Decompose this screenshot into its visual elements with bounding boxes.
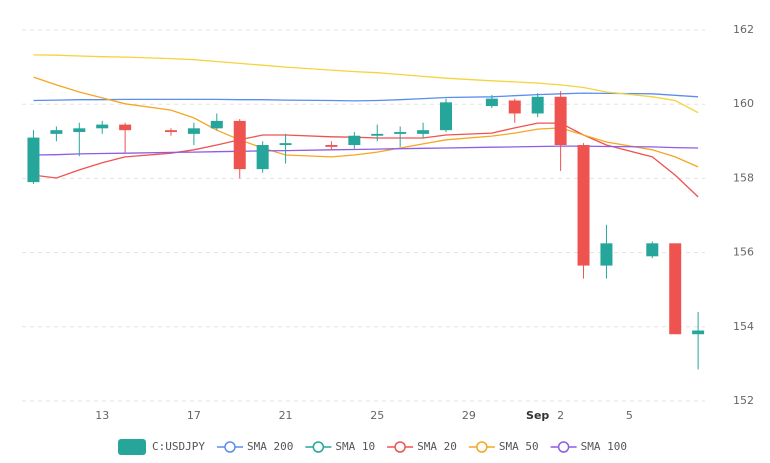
candle-body	[669, 243, 682, 335]
sma-line	[33, 76, 699, 168]
legend-swatch	[118, 439, 146, 455]
sma-line	[33, 92, 699, 102]
legend-marker	[312, 441, 325, 453]
x-tick-label: 2	[557, 409, 564, 422]
y-tick-label: 162	[733, 23, 754, 36]
candle-body	[600, 243, 613, 266]
sma-line	[33, 54, 699, 114]
candle-body	[210, 120, 223, 129]
candle-body	[371, 133, 384, 136]
legend-label: SMA 20	[417, 440, 457, 453]
legend-marker	[394, 441, 406, 453]
x-tick-label: 13	[95, 409, 109, 422]
y-tick-label: 154	[733, 320, 754, 333]
sma-line	[33, 122, 699, 198]
legend-label: C:USDJPY	[152, 440, 205, 453]
x-tick-label: Sep	[526, 409, 549, 422]
candle-body	[485, 98, 498, 107]
sma-lines	[33, 54, 699, 198]
x-tick-label: 17	[187, 409, 201, 422]
candle-body	[164, 130, 177, 133]
candle-body	[692, 330, 705, 335]
candle-body	[119, 124, 132, 131]
candle-body	[96, 124, 109, 129]
y-tick-label: 158	[733, 171, 754, 184]
legend-marker	[224, 441, 236, 453]
candle-body	[531, 96, 544, 114]
legend-marker	[557, 441, 570, 453]
x-tick-label: 29	[462, 409, 476, 422]
candle-body	[394, 132, 407, 134]
candle-body	[279, 143, 292, 146]
legend-label: SMA 10	[335, 440, 375, 453]
candle-body	[325, 145, 338, 147]
y-tick-label: 156	[733, 246, 754, 259]
candle-body	[50, 130, 63, 134]
y-tick-label: 152	[733, 394, 754, 407]
legend-label: SMA 100	[581, 440, 627, 453]
candle-body	[73, 128, 86, 133]
x-tick-label: 21	[279, 409, 293, 422]
candle-body	[27, 137, 40, 183]
candle-body	[577, 145, 590, 266]
candle-body	[554, 96, 567, 146]
candle-body	[348, 135, 361, 146]
candle-body	[187, 128, 200, 134]
candle-body	[233, 120, 246, 170]
legend: C:USDJPY SMA 200 SMA 10 SMA 20 SMA 50 SMA 100	[118, 439, 627, 455]
x-tick-label: 5	[626, 409, 633, 422]
x-tick-label: 25	[370, 409, 384, 422]
y-tick-label: 160	[733, 97, 754, 110]
legend-marker	[476, 441, 488, 453]
candle-body	[417, 130, 430, 134]
candle-body	[440, 102, 453, 131]
candle-body	[508, 100, 521, 114]
candle-body	[256, 145, 269, 170]
candle-body	[646, 243, 659, 257]
legend-label: SMA 50	[499, 440, 539, 453]
legend-label: SMA 200	[247, 440, 293, 453]
